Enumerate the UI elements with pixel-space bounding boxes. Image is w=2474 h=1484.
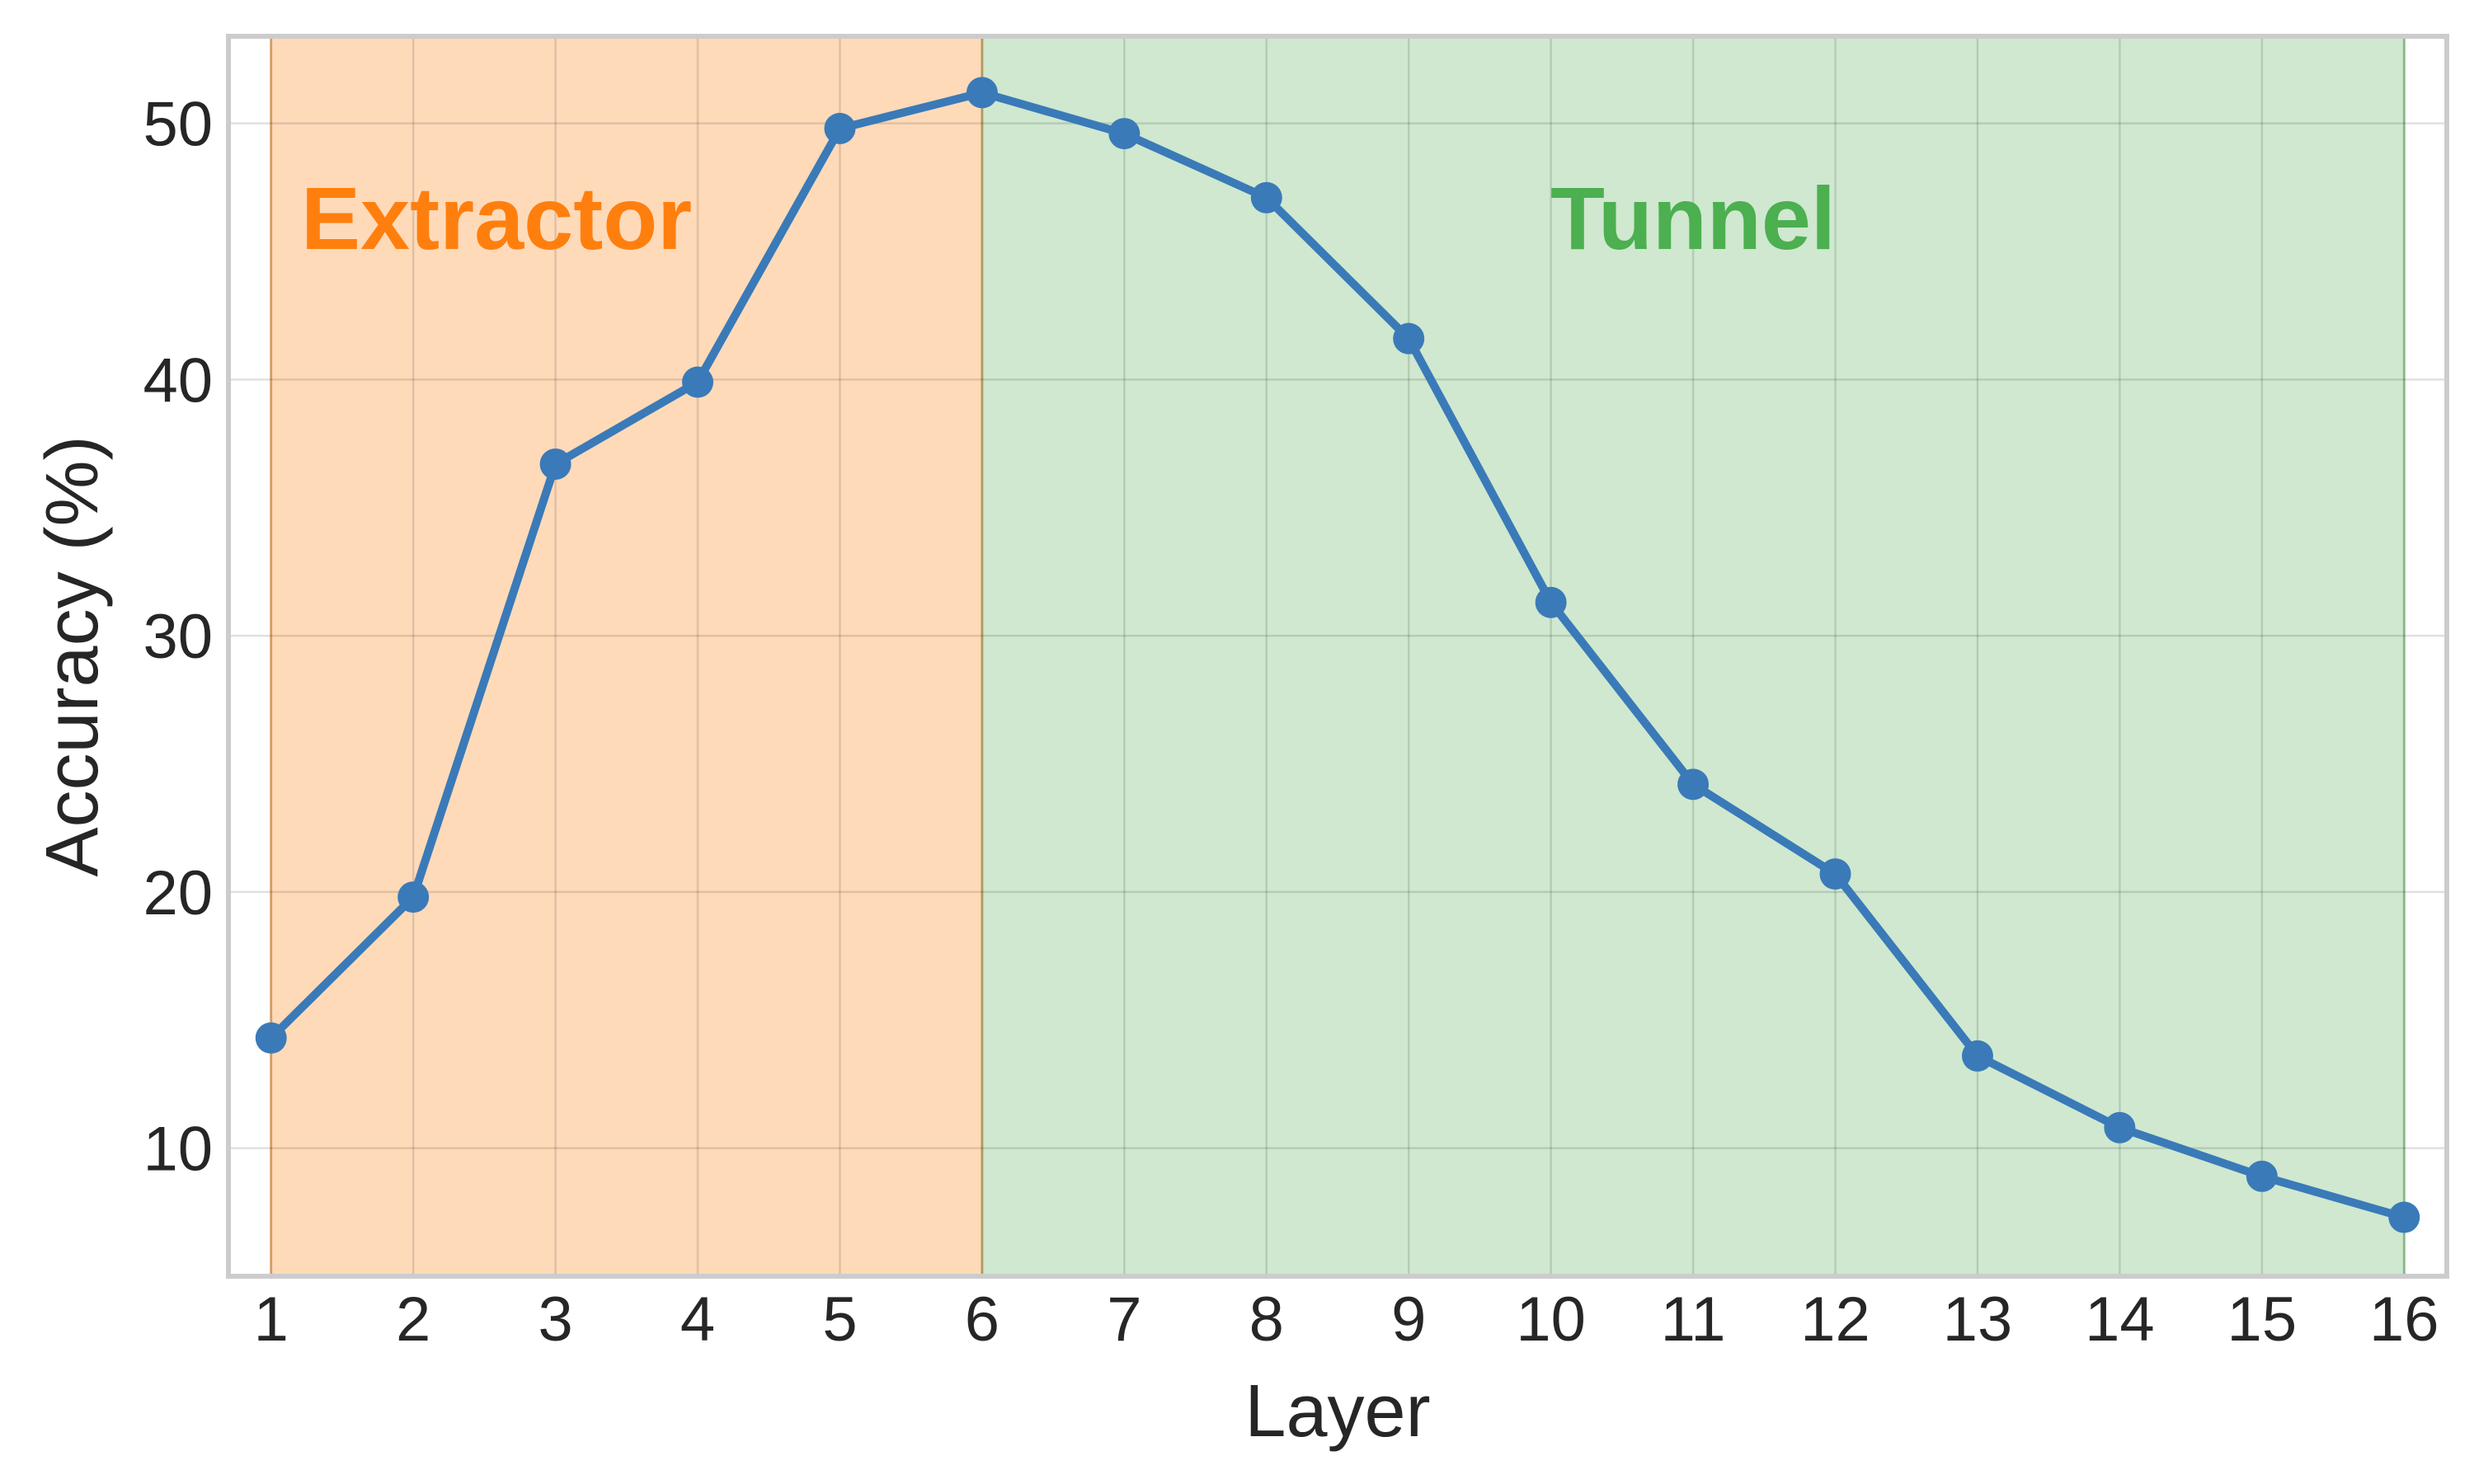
line-layer xyxy=(266,88,2409,1222)
x-tick-label: 3 xyxy=(538,1284,572,1355)
data-point xyxy=(1108,118,1141,150)
x-tick-label: 7 xyxy=(1107,1284,1141,1355)
y-tick-label: 50 xyxy=(143,90,213,160)
data-point xyxy=(1677,768,1710,801)
plot-area-frame xyxy=(226,34,2449,1279)
data-point xyxy=(1393,322,1425,355)
x-tick-label: 13 xyxy=(1943,1284,2013,1355)
data-point xyxy=(255,1022,287,1054)
x-tick-label: 12 xyxy=(1800,1284,1870,1355)
x-tick-label: 11 xyxy=(1661,1284,1726,1355)
regions-layer xyxy=(270,36,2406,1276)
y-axis-title: Accuracy (%) xyxy=(31,435,114,876)
data-point xyxy=(1961,1040,1993,1072)
points-layer xyxy=(255,77,2420,1233)
data-point xyxy=(397,881,430,913)
x-tick-labels: 1 2 3 4 5 6 7 8 9 10 11 12 13 14 15 16 xyxy=(254,1284,2439,1355)
y-tick-label: 10 xyxy=(143,1115,213,1185)
y-tick-label: 40 xyxy=(143,345,213,416)
x-tick-label: 2 xyxy=(396,1284,430,1355)
data-point xyxy=(824,112,856,144)
x-axis-title: Layer xyxy=(1244,1370,1430,1453)
data-point xyxy=(2104,1111,2136,1144)
data-point xyxy=(1250,181,1282,214)
grid-layer xyxy=(228,36,2447,1276)
x-tick-label: 5 xyxy=(822,1284,857,1355)
data-point xyxy=(682,366,714,398)
data-point xyxy=(539,448,571,480)
region-label-layer: Extractor Tunnel xyxy=(301,168,1836,268)
x-tick-label: 10 xyxy=(1516,1284,1586,1355)
x-tick-label: 4 xyxy=(680,1284,715,1355)
x-tick-label: 14 xyxy=(2085,1284,2155,1355)
region-extractor-band xyxy=(270,36,982,1276)
y-tick-label: 30 xyxy=(143,602,213,672)
data-point xyxy=(2246,1160,2278,1192)
region-label-tunnel: Tunnel xyxy=(1550,168,1836,268)
y-tick-labels: 10 20 30 40 50 xyxy=(143,90,213,1185)
region-label-extractor: Extractor xyxy=(301,168,692,268)
x-tick-label: 6 xyxy=(965,1284,999,1355)
x-tick-label: 16 xyxy=(2369,1284,2439,1355)
data-point xyxy=(2388,1201,2420,1233)
data-point xyxy=(966,77,998,109)
data-point xyxy=(1819,858,1851,890)
region-tunnel-band xyxy=(981,36,2405,1276)
x-tick-label: 15 xyxy=(2227,1284,2298,1355)
data-point xyxy=(1535,586,1567,618)
series-line xyxy=(266,88,2409,1222)
x-tick-label: 9 xyxy=(1391,1284,1426,1355)
x-tick-label: 1 xyxy=(254,1284,289,1355)
x-tick-label: 8 xyxy=(1249,1284,1284,1355)
y-tick-label: 20 xyxy=(143,858,213,928)
